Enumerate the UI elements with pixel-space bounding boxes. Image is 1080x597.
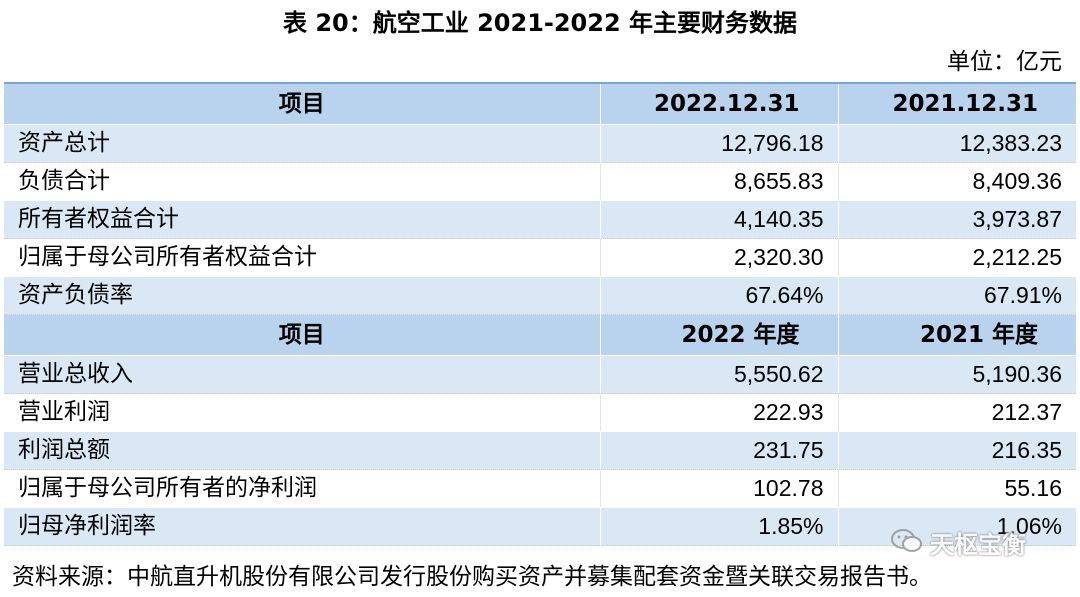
header-2022-12-31: 2022.12.31 — [599, 84, 838, 125]
income-header-row: 项目 2022 年度 2021 年度 — [4, 314, 1076, 356]
row-label: 营业总收入 — [4, 355, 600, 394]
table-row: 资产负债率 67.64% 67.91% — [4, 276, 1076, 315]
row-value-2022: 67.64% — [599, 276, 838, 315]
row-label: 归母净利润率 — [4, 507, 600, 546]
row-label: 所有者权益合计 — [4, 200, 600, 239]
row-value-2022: 5,550.62 — [599, 355, 838, 394]
row-label: 资产负债率 — [4, 276, 600, 315]
row-label: 负债合计 — [4, 162, 600, 201]
row-value-2021: 3,973.87 — [837, 200, 1076, 239]
row-value-2021: 5,190.36 — [837, 355, 1076, 394]
row-value-2022: 8,655.83 — [599, 162, 838, 201]
watermark-text: 天枢宝衡 — [930, 531, 1026, 559]
balance-header-row: 项目 2022.12.31 2021.12.31 — [4, 84, 1076, 125]
table-row: 所有者权益合计 4,140.35 3,973.87 — [4, 200, 1076, 239]
row-label: 归属于母公司所有者权益合计 — [4, 238, 600, 277]
header-2022-year: 2022 年度 — [599, 314, 838, 356]
table-row: 营业总收入 5,550.62 5,190.36 — [4, 355, 1076, 394]
row-value-2021: 55.16 — [837, 469, 1076, 508]
row-value-2021: 8,409.36 — [837, 162, 1076, 201]
unit-label: 单位：亿元 — [947, 49, 1062, 75]
row-value-2021: 2,212.25 — [837, 238, 1076, 277]
table-row: 资产总计 12,796.18 12,383.23 — [4, 124, 1076, 163]
header-item: 项目 — [4, 84, 600, 125]
table-row: 归母净利润率 1.85% 1.06% — [4, 507, 1076, 546]
header-2021-year: 2021 年度 — [837, 314, 1076, 356]
header-item: 项目 — [4, 314, 600, 356]
row-value-2022: 1.85% — [599, 507, 838, 546]
header-2021-12-31: 2021.12.31 — [837, 84, 1076, 125]
row-value-2022: 2,320.30 — [599, 238, 838, 277]
row-value-2021: 67.91% — [837, 276, 1076, 315]
row-value-2022: 222.93 — [599, 393, 838, 432]
table-row: 利润总额 231.75 216.35 — [4, 431, 1076, 470]
row-value-2021: 12,383.23 — [837, 124, 1076, 163]
row-value-2021: 212.37 — [837, 393, 1076, 432]
row-label: 营业利润 — [4, 393, 600, 432]
table-row: 归属于母公司所有者的净利润 102.78 55.16 — [4, 469, 1076, 508]
row-label: 利润总额 — [4, 431, 600, 470]
watermark: 天枢宝衡 — [890, 525, 1026, 560]
row-value-2022: 12,796.18 — [599, 124, 838, 163]
table-row: 营业利润 222.93 212.37 — [4, 393, 1076, 432]
wechat-icon — [890, 527, 924, 559]
source-note: 资料来源：中航直升机股份有限公司发行股份购买资产并募集配套资金暨关联交易报告书。 — [12, 564, 932, 590]
row-value-2022: 102.78 — [599, 469, 838, 508]
row-value-2022: 4,140.35 — [599, 200, 838, 239]
table-row: 负债合计 8,655.83 8,409.36 — [4, 162, 1076, 201]
row-label: 资产总计 — [4, 124, 600, 163]
row-value-2021: 216.35 — [837, 431, 1076, 470]
row-value-2021: 1.06% — [837, 507, 1076, 546]
row-value-2022: 231.75 — [599, 431, 838, 470]
row-label: 归属于母公司所有者的净利润 — [4, 469, 600, 508]
financial-table: 项目 2022.12.31 2021.12.31 资产总计 12,796.18 … — [4, 82, 1076, 546]
table-row: 归属于母公司所有者权益合计 2,320.30 2,212.25 — [4, 238, 1076, 277]
table-title: 表 20：航空工业 2021-2022 年主要财务数据 — [282, 9, 798, 37]
